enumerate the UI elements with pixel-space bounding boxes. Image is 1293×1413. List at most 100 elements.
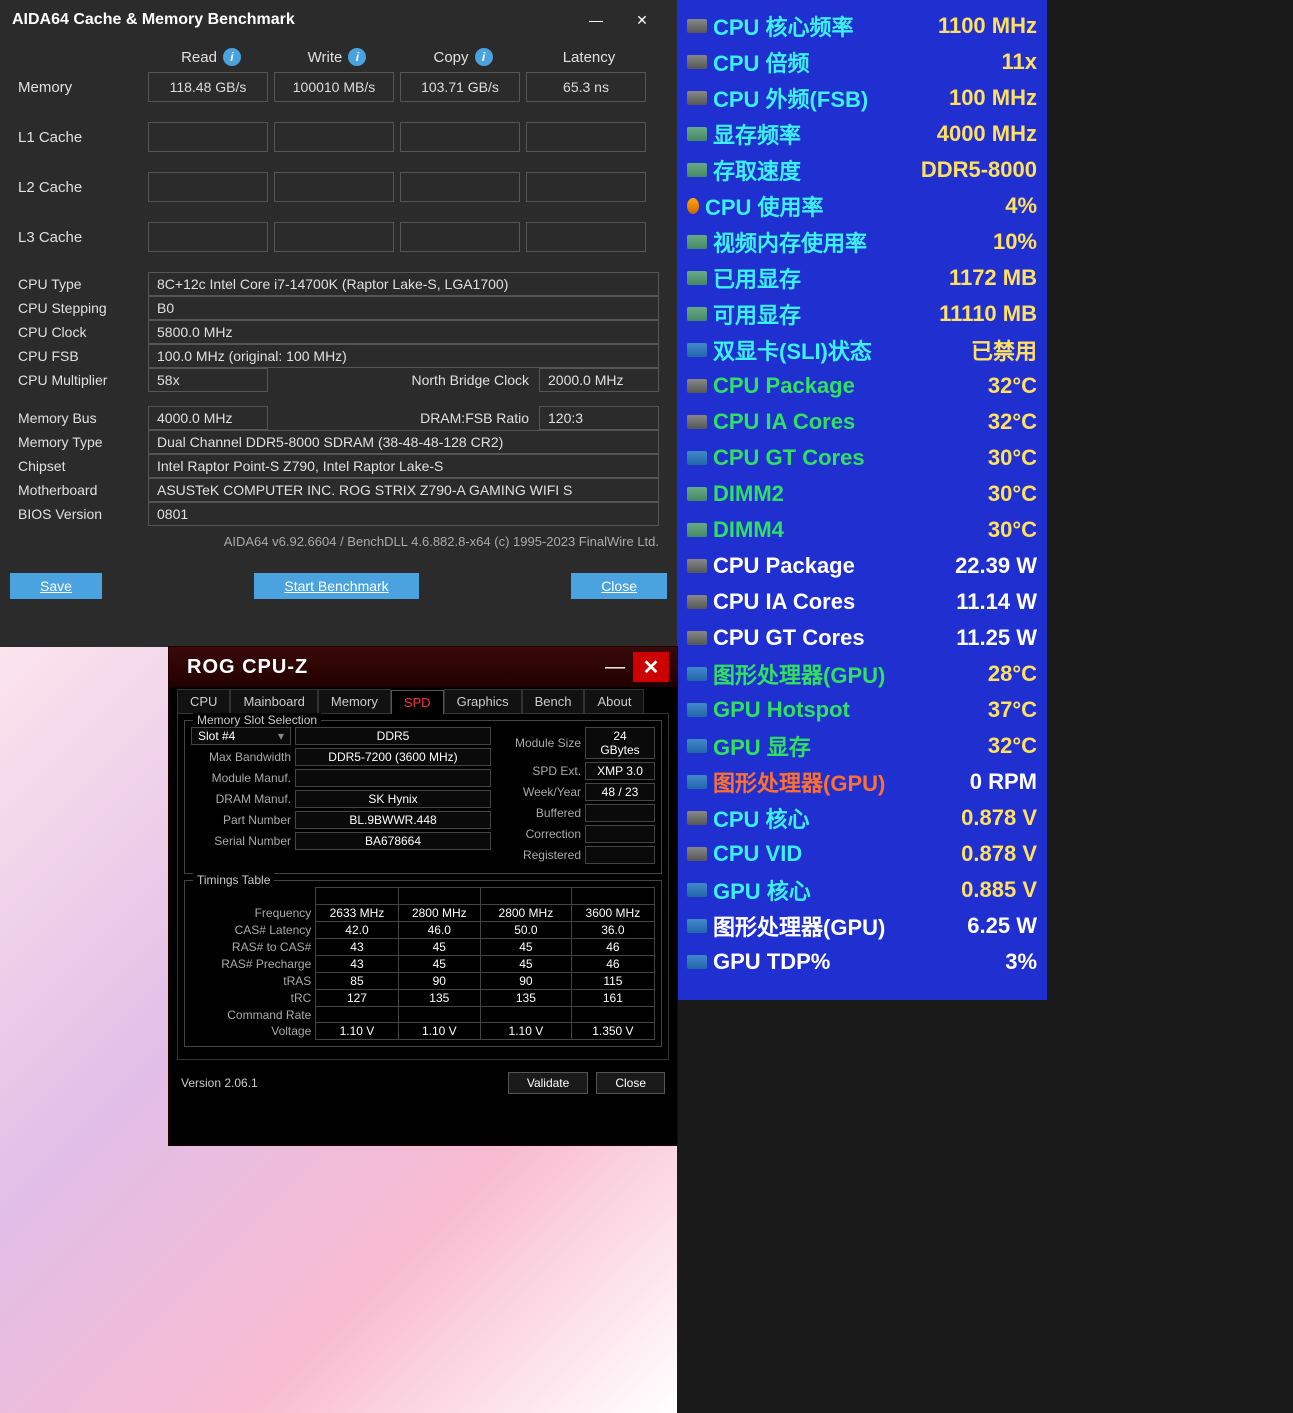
- monitor-label: CPU 核心频率: [713, 10, 938, 42]
- latency-cell[interactable]: [526, 222, 646, 252]
- copy-cell[interactable]: [400, 172, 520, 202]
- monitor-value: 32°C: [988, 733, 1037, 759]
- monitor-sidebar: CPU 核心频率 1100 MHz CPU 倍频 11x CPU 外频(FSB)…: [677, 0, 1047, 1000]
- aida64-titlebar[interactable]: AIDA64 Cache & Memory Benchmark — ✕: [0, 0, 677, 40]
- tab-memory[interactable]: Memory: [318, 689, 391, 713]
- bench-row-memory: Memory 118.48 GB/s 100010 MB/s 103.71 GB…: [18, 72, 659, 102]
- timings-fieldset: Timings Table JEDEC #8JEDEC #9JEDEC #10X…: [184, 880, 662, 1047]
- close-button[interactable]: ✕: [619, 5, 665, 35]
- read-cell[interactable]: 118.48 GB/s: [148, 72, 268, 102]
- monitor-row: GPU Hotspot 37°C: [687, 692, 1037, 728]
- monitor-value: 32°C: [988, 409, 1037, 435]
- spd-field: Correction: [501, 825, 655, 843]
- cpu-icon: [687, 847, 707, 861]
- copy-cell[interactable]: [400, 122, 520, 152]
- tab-bench[interactable]: Bench: [522, 689, 585, 713]
- info-icon[interactable]: i: [475, 48, 493, 66]
- monitor-row: 存取速度 DDR5-8000: [687, 152, 1037, 188]
- table-row: Command Rate: [191, 1007, 655, 1023]
- monitor-row: CPU GT Cores 30°C: [687, 440, 1037, 476]
- tab-about[interactable]: About: [584, 689, 644, 713]
- tab-graphics[interactable]: Graphics: [444, 689, 522, 713]
- info-icon[interactable]: i: [223, 48, 241, 66]
- monitor-row: CPU IA Cores 11.14 W: [687, 584, 1037, 620]
- spd-field: SPD Ext. XMP 3.0: [501, 762, 655, 780]
- read-cell[interactable]: [148, 122, 268, 152]
- write-cell[interactable]: [274, 172, 394, 202]
- monitor-value: 11.14 W: [956, 589, 1037, 615]
- monitor-row: GPU TDP% 3%: [687, 944, 1037, 980]
- close-button[interactable]: Close: [596, 1072, 665, 1094]
- latency-header: Latency: [563, 49, 616, 66]
- write-cell[interactable]: 100010 MB/s: [274, 72, 394, 102]
- latency-cell[interactable]: 65.3 ns: [526, 72, 646, 102]
- read-cell[interactable]: [148, 222, 268, 252]
- write-header: Write: [308, 49, 343, 66]
- monitor-row: GPU 显存 32°C: [687, 728, 1037, 764]
- monitor-value: 0.878 V: [961, 841, 1037, 867]
- write-cell[interactable]: [274, 222, 394, 252]
- monitor-label: CPU Package: [713, 553, 955, 579]
- table-row: CAS# Latency42.046.050.036.0: [191, 922, 655, 939]
- info-row-cpu_stepping: CPU Stepping B0: [18, 296, 659, 320]
- minimize-button[interactable]: —: [597, 652, 633, 682]
- write-cell[interactable]: [274, 122, 394, 152]
- monitor-row: DIMM2 30°C: [687, 476, 1037, 512]
- monitor-value: 28°C: [988, 661, 1037, 687]
- copy-cell[interactable]: 103.71 GB/s: [400, 72, 520, 102]
- spd-field: Registered: [501, 846, 655, 864]
- monitor-row: CPU Package 22.39 W: [687, 548, 1037, 584]
- cpu-icon: [687, 811, 707, 825]
- table-row: tRC127135135161: [191, 990, 655, 1007]
- close-button[interactable]: ✕: [633, 652, 669, 682]
- mem-icon: [687, 523, 707, 537]
- cpu-icon: [687, 595, 707, 609]
- read-cell[interactable]: [148, 172, 268, 202]
- monitor-value: 10%: [993, 229, 1037, 255]
- slot-select[interactable]: Slot #4: [191, 727, 291, 745]
- latency-cell[interactable]: [526, 172, 646, 202]
- tab-cpu[interactable]: CPU: [177, 689, 230, 713]
- monitor-row: 图形处理器(GPU) 28°C: [687, 656, 1037, 692]
- tab-spd[interactable]: SPD: [391, 690, 444, 714]
- monitor-value: 0 RPM: [970, 769, 1037, 795]
- info-row-bios: BIOS Version 0801: [18, 502, 659, 526]
- table-row: tRAS859090115: [191, 973, 655, 990]
- minimize-button[interactable]: —: [573, 5, 619, 35]
- monitor-value: DDR5-8000: [921, 157, 1037, 183]
- save-button[interactable]: Save: [10, 573, 102, 599]
- monitor-value: 已禁用: [971, 334, 1037, 366]
- monitor-value: 11x: [1002, 49, 1038, 75]
- mem-icon: [687, 487, 707, 501]
- row-label: L2 Cache: [18, 179, 148, 196]
- monitor-label: GPU Hotspot: [713, 697, 988, 723]
- gpu-icon: [687, 667, 707, 681]
- mem-icon: [687, 307, 707, 321]
- cpu-icon: [687, 19, 707, 33]
- monitor-value: 3%: [1005, 949, 1037, 975]
- aida64-header-row: Readi Writei Copyi Latency: [18, 48, 659, 66]
- cpuz-titlebar[interactable]: ROG CPU-Z — ✕: [169, 647, 677, 687]
- monitor-label: CPU 外频(FSB): [713, 82, 949, 114]
- timings-legend: Timings Table: [193, 873, 274, 887]
- monitor-row: CPU IA Cores 32°C: [687, 404, 1037, 440]
- monitor-row: 双显卡(SLI)状态 已禁用: [687, 332, 1037, 368]
- copy-cell[interactable]: [400, 222, 520, 252]
- monitor-row: CPU 倍频 11x: [687, 44, 1037, 80]
- monitor-label: CPU IA Cores: [713, 409, 988, 435]
- info-icon[interactable]: i: [348, 48, 366, 66]
- mem-type-value: DDR5: [295, 727, 491, 745]
- start-benchmark-button[interactable]: Start Benchmark: [254, 573, 418, 599]
- monitor-value: 4%: [1005, 193, 1037, 219]
- validate-button[interactable]: Validate: [508, 1072, 588, 1094]
- info-row-cpu_fsb: CPU FSB 100.0 MHz (original: 100 MHz): [18, 344, 659, 368]
- tab-mainboard[interactable]: Mainboard: [230, 689, 317, 713]
- monitor-label: CPU 使用率: [705, 190, 1005, 222]
- gpu-icon: [687, 703, 707, 717]
- table-row: Frequency2633 MHz2800 MHz2800 MHz3600 MH…: [191, 905, 655, 922]
- latency-cell[interactable]: [526, 122, 646, 152]
- close-button[interactable]: Close: [571, 573, 667, 599]
- aida64-window: AIDA64 Cache & Memory Benchmark — ✕ Read…: [0, 0, 677, 647]
- info-row-mem_type: Memory Type Dual Channel DDR5-8000 SDRAM…: [18, 430, 659, 454]
- info-row-mem_bus: Memory Bus 4000.0 MHz DRAM:FSB Ratio 120…: [18, 406, 659, 430]
